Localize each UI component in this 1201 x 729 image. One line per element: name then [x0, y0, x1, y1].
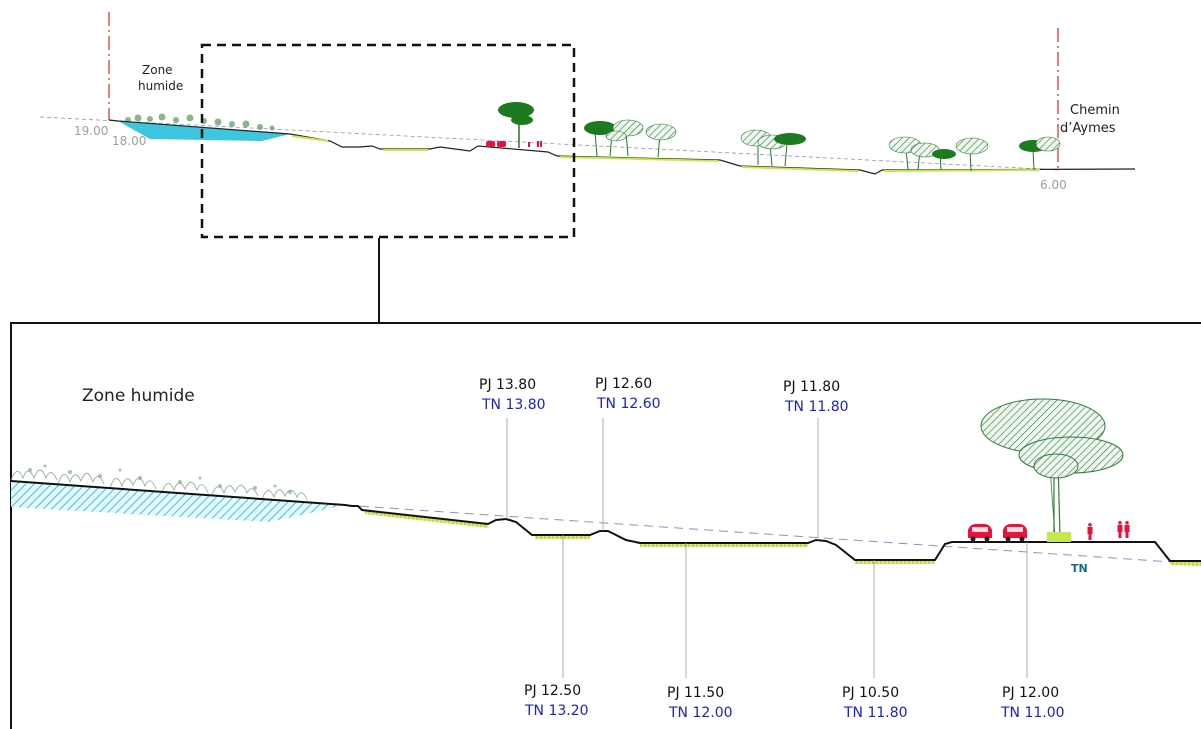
- detail-big-tree: [980, 398, 1124, 542]
- callout-top-tn: TN 13.80: [481, 397, 546, 413]
- overview-section: Zone humide Chemin d’Aymes 19.00 18.00 6…: [39, 12, 1136, 323]
- detail-water: [11, 481, 345, 522]
- overview-zone-label-line1: Zone: [142, 63, 173, 77]
- callout-bottom-tn: TN 11.00: [1000, 705, 1065, 721]
- callout-top-pj: PJ 12.60: [595, 376, 652, 392]
- overview-water: [118, 121, 290, 141]
- overview-tn-line: [39, 116, 1061, 171]
- callout-top-pj: PJ 13.80: [479, 377, 536, 393]
- detail-cars: [968, 524, 1027, 542]
- chemin-label-line1: Chemin: [1070, 103, 1120, 118]
- callout-bottom-pj: PJ 10.50: [842, 685, 899, 701]
- overview-grass-strips: [291, 135, 1041, 172]
- callout-leaders-bottom: [562, 535, 1028, 678]
- detail-grass-strips: [365, 510, 1201, 566]
- callout-bottom-tn: TN 12.00: [668, 705, 733, 721]
- chemin-label-line2: d’Aymes: [1060, 121, 1116, 136]
- elevation-left-2: 18.00: [112, 134, 146, 148]
- callout-top-tn: TN 12.60: [596, 396, 661, 412]
- overview-trees: [584, 119, 1061, 172]
- callout-bottom-tn: TN 11.80: [843, 705, 908, 721]
- detail-ground-profile: [10, 480, 1201, 562]
- callout-bottom-tn: TN 13.20: [524, 703, 589, 719]
- detail-section: Zone humide TN PJ 13.80 TN 13.80 PJ 12.6…: [10, 322, 1201, 729]
- detail-tn-line: [299, 501, 1201, 565]
- callout-top-tn: TN 11.80: [784, 399, 849, 415]
- callout-leaders-top: [506, 418, 819, 540]
- overview-tree-dark: [498, 102, 534, 148]
- callout-bottom-pj: PJ 11.50: [667, 685, 724, 701]
- detail-people: [1087, 521, 1130, 540]
- detail-wetland-dots: [28, 464, 292, 494]
- overview-ground-profile: [108, 119, 1136, 175]
- callout-bottom-pj: PJ 12.50: [524, 683, 581, 699]
- overview-zone-label-line2: humide: [138, 79, 183, 93]
- detail-zone-label: Zone humide: [82, 386, 195, 406]
- elevation-left-1: 19.00: [74, 124, 108, 138]
- elevation-right: 6.00: [1040, 178, 1067, 192]
- zoom-frame: [200, 43, 576, 239]
- detail-frame: [10, 322, 1201, 729]
- callout-bottom-pj: PJ 12.00: [1002, 685, 1059, 701]
- callout-top-pj: PJ 11.80: [783, 379, 840, 395]
- tn-marker: TN: [1071, 562, 1088, 575]
- overview-cars: [486, 141, 542, 147]
